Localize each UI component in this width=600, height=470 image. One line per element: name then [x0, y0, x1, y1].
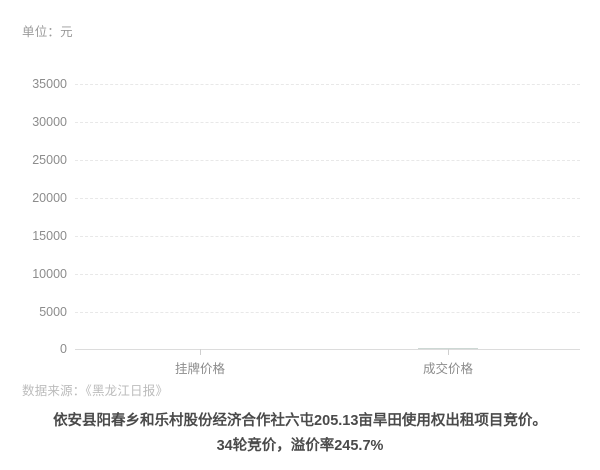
y-axis-unit-label: 单位：元: [22, 25, 73, 39]
y-tick-label-5000: 5000: [39, 305, 67, 319]
gridline-10000: [75, 274, 580, 275]
gridline-25000: [75, 160, 580, 161]
gridline-15000: [75, 236, 580, 237]
caption-line-1: 依安县阳春乡和乐村股份经济合作社六屯205.13亩旱田使用权出租项目竞价。: [53, 413, 547, 429]
x-axis-line: [75, 349, 580, 350]
y-tick-label-15000: 15000: [32, 229, 67, 243]
y-tick-label-0: 0: [60, 342, 67, 356]
x-tick-transaction-price: [448, 349, 449, 355]
x-tick-label-listing-price: 挂牌价格: [174, 362, 225, 376]
caption-line-2: 34轮竞价，溢价率245.7%: [216, 438, 384, 454]
y-tick-label-20000: 20000: [32, 191, 67, 205]
x-tick-label-transaction-price: 成交价格: [422, 362, 473, 376]
gridline-35000: [75, 84, 580, 85]
y-tick-label-25000: 25000: [32, 153, 67, 167]
x-tick-listing-price: [200, 349, 201, 355]
y-tick-label-30000: 30000: [32, 115, 67, 129]
data-source-label: 数据来源：《黑龙江日报》: [22, 384, 169, 398]
plot-area: [75, 84, 580, 349]
gridline-5000: [75, 312, 580, 313]
gridline-20000: [75, 198, 580, 199]
y-tick-label-10000: 10000: [32, 267, 67, 281]
chart-caption: 依安县阳春乡和乐村股份经济合作社六屯205.13亩旱田使用权出租项目竞价。 34…: [18, 409, 582, 459]
gridline-30000: [75, 122, 580, 123]
bar-transaction-price[interactable]: [418, 347, 478, 349]
y-tick-label-35000: 35000: [32, 77, 67, 91]
